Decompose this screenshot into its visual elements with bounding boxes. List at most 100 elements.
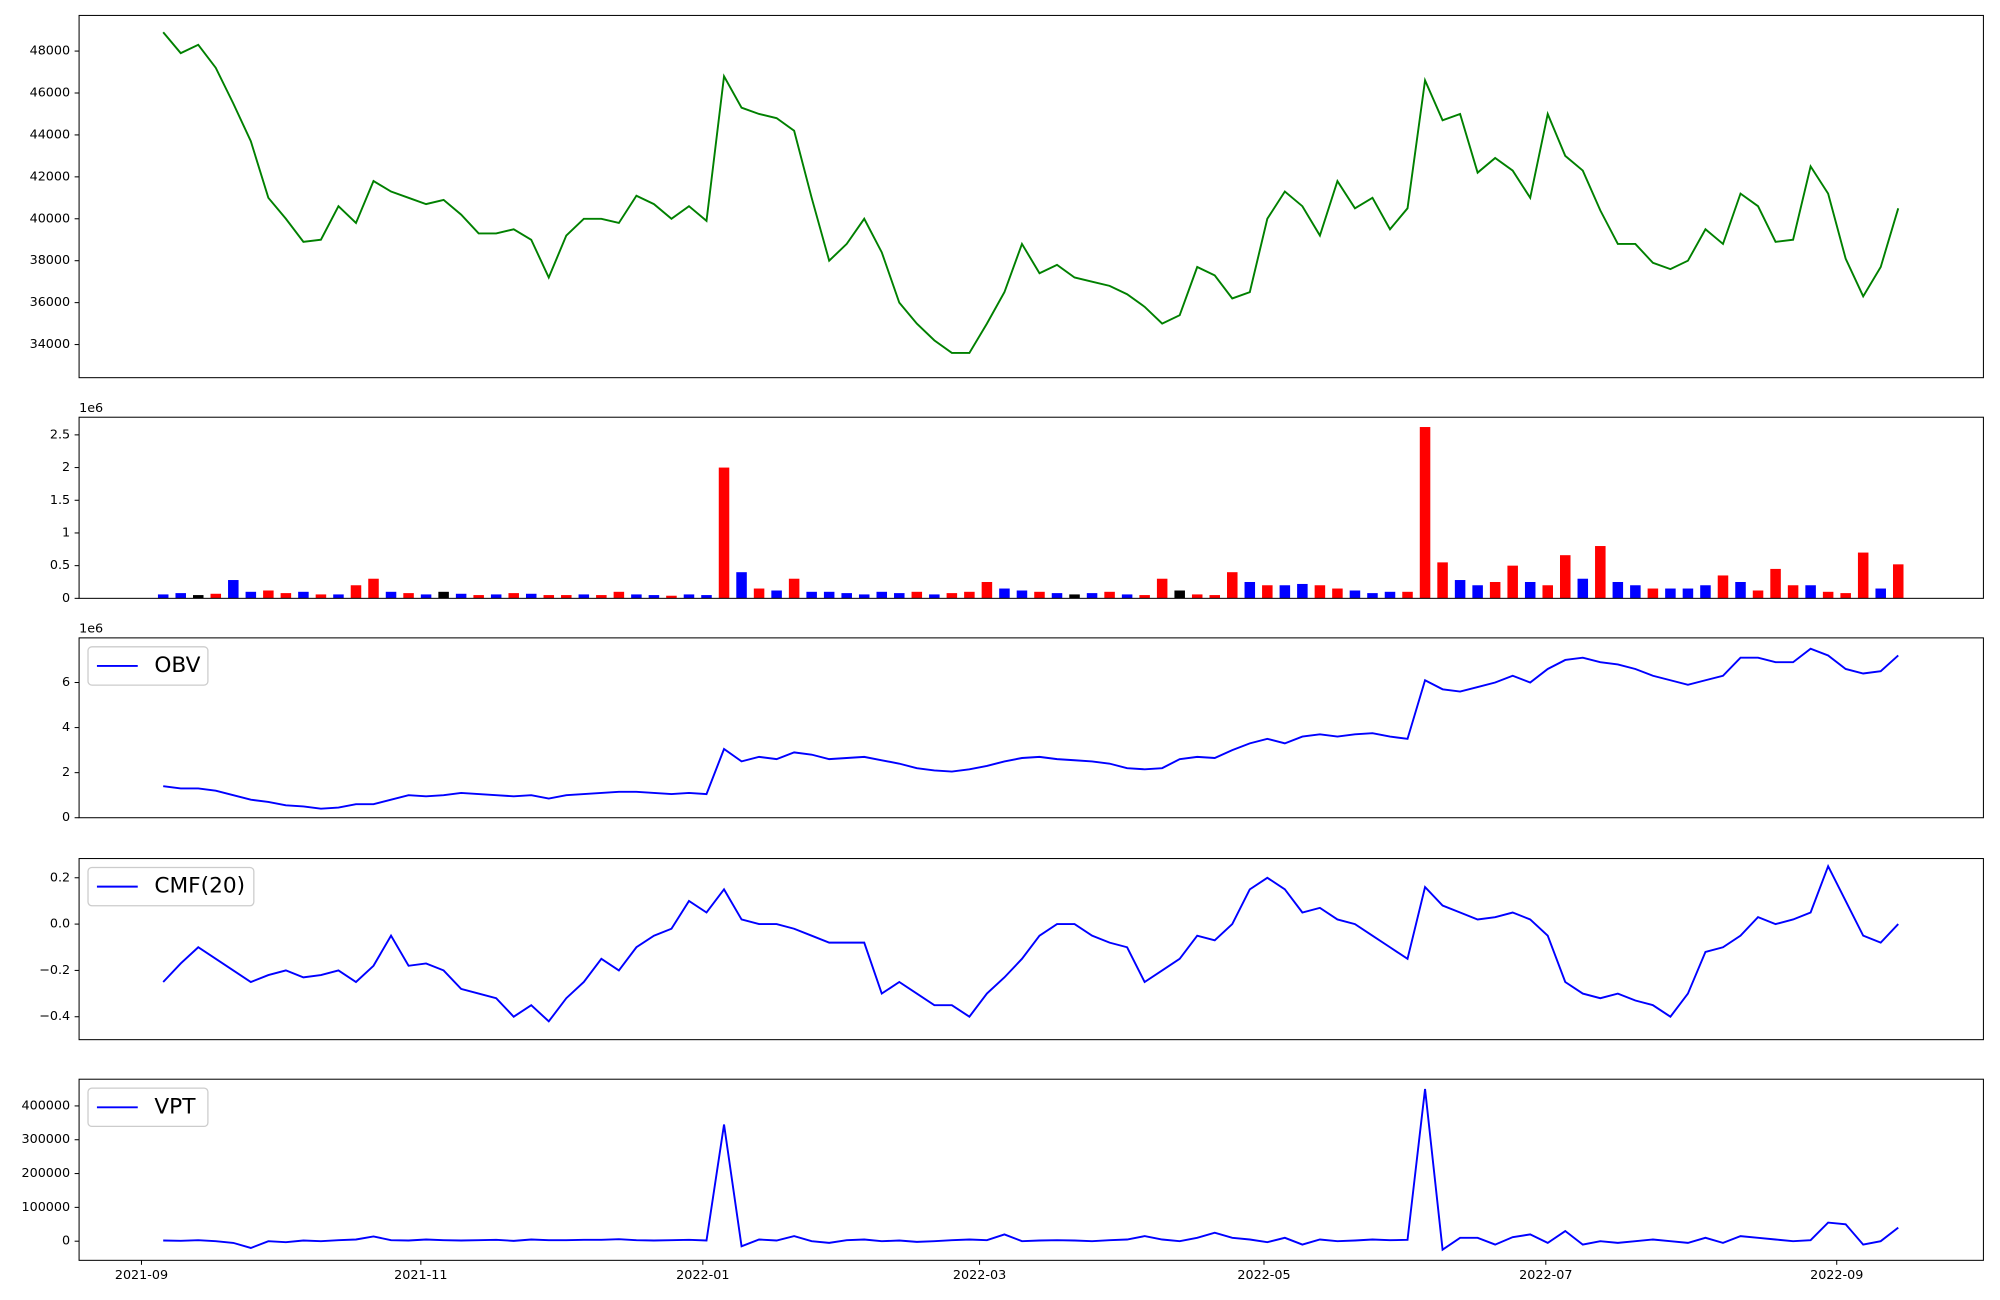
volume-bar (1384, 591, 1396, 599)
y-tick-label: 0 (62, 591, 70, 606)
volume-bar (1665, 588, 1676, 599)
volume-bar (1244, 581, 1256, 599)
volume-bar (525, 593, 537, 599)
legend-label: CMF(20) (154, 874, 245, 899)
offset-label: 1e6 (79, 401, 103, 416)
volume-bar (508, 593, 519, 599)
volume-bar (1559, 555, 1571, 599)
volume-bar (245, 591, 257, 599)
y-tick-label: −0.4 (39, 1009, 70, 1024)
volume-bar (981, 581, 993, 599)
y-tick-label: 38000 (30, 253, 71, 268)
y-tick-label: 300000 (21, 1132, 70, 1147)
volume-bar (771, 590, 782, 599)
volume-bar (1279, 585, 1291, 599)
volume-bar (1051, 593, 1063, 599)
x-tick-label: 2022-05 (1237, 1268, 1290, 1283)
volume-bar (192, 595, 204, 599)
volume-bar (929, 594, 940, 599)
volume-bar (1770, 568, 1781, 599)
volume-bar (718, 467, 730, 599)
volume-bar (823, 591, 835, 599)
volume-bar (263, 590, 274, 599)
volume-bar (1297, 583, 1308, 599)
y-tick-label: 4 (62, 720, 70, 735)
volume-bar (596, 595, 607, 599)
volume-bar (1227, 572, 1238, 599)
legend-box (87, 646, 209, 686)
y-tick-label: 400000 (21, 1098, 70, 1113)
y-tick-label: 6 (62, 675, 70, 690)
volume-bar (1875, 588, 1886, 599)
volume-bar (315, 594, 327, 599)
volume-bar (473, 595, 484, 599)
y-tick-label: 0.5 (50, 558, 70, 573)
legend-label: OBV (154, 653, 200, 678)
y-tick-label: 100000 (21, 1200, 70, 1215)
volume-bar (1805, 585, 1816, 599)
volume-bar (1367, 593, 1378, 599)
volume-bar (1682, 588, 1694, 599)
volume-bar (1086, 593, 1098, 599)
volume-bar (298, 591, 309, 599)
plot-frame (78, 416, 1984, 599)
offset-label: 1e6 (79, 621, 103, 636)
volume-bar (1262, 585, 1273, 599)
volume-bar (1577, 578, 1589, 599)
y-tick-label: 1 (62, 525, 70, 540)
volume-bar (350, 585, 362, 599)
y-tick-label: 0.0 (50, 917, 70, 932)
volume-bar (157, 594, 169, 599)
volume-bar (1542, 585, 1553, 599)
volume-bar (701, 595, 712, 599)
volume-bar (1437, 562, 1448, 599)
volume-bar (1647, 588, 1659, 599)
x-tick-label: 2022-03 (953, 1268, 1006, 1283)
volume-bar (736, 572, 747, 599)
volume-bar (631, 594, 642, 599)
volume-bar (1349, 590, 1361, 599)
volume-bar (683, 594, 695, 599)
volume-bar (841, 593, 852, 599)
y-tick-label: 34000 (30, 337, 71, 352)
x-tick-label: 2021-11 (394, 1268, 447, 1283)
volume-bar (964, 591, 975, 599)
volume-bar (175, 593, 186, 599)
volume-bar (368, 578, 379, 599)
volume-bar (385, 591, 397, 599)
volume-bar (876, 591, 888, 599)
volume-bar (1524, 581, 1536, 599)
volume-bar (561, 595, 572, 599)
volume-bar (210, 593, 222, 599)
x-tick-label: 2021-09 (115, 1268, 168, 1283)
volume-bar (1840, 593, 1851, 599)
series-line (162, 863, 1899, 1023)
volume-bar (1472, 585, 1483, 599)
series-line (162, 31, 1900, 354)
volume-bar (1735, 581, 1746, 599)
volume-bar (1612, 581, 1624, 599)
volume-bar (490, 594, 502, 599)
volume-bar (753, 588, 765, 599)
volume-bar (1630, 585, 1641, 599)
volume-bar (455, 593, 467, 599)
x-tick-label: 2022-07 (1519, 1268, 1572, 1283)
y-tick-label: 0 (62, 1234, 70, 1249)
volume-bar (438, 591, 449, 599)
volume-bar (403, 593, 414, 599)
volume-bar (1209, 595, 1221, 599)
volume-bar (911, 591, 923, 599)
y-tick-label: 42000 (30, 169, 71, 184)
y-tick-label: 2 (62, 765, 70, 780)
volume-bar (420, 594, 432, 599)
plot-frame (78, 858, 1984, 1041)
plot-frame (78, 14, 1984, 379)
x-tick-label: 2022-09 (1810, 1268, 1863, 1283)
legend-box (87, 866, 255, 907)
volume-bar (1314, 585, 1326, 599)
volume-bar (894, 593, 905, 599)
volume-bar (543, 595, 555, 599)
volume-bar (1489, 581, 1501, 599)
y-tick-label: 46000 (30, 85, 71, 100)
y-tick-label: 2.5 (50, 427, 70, 442)
